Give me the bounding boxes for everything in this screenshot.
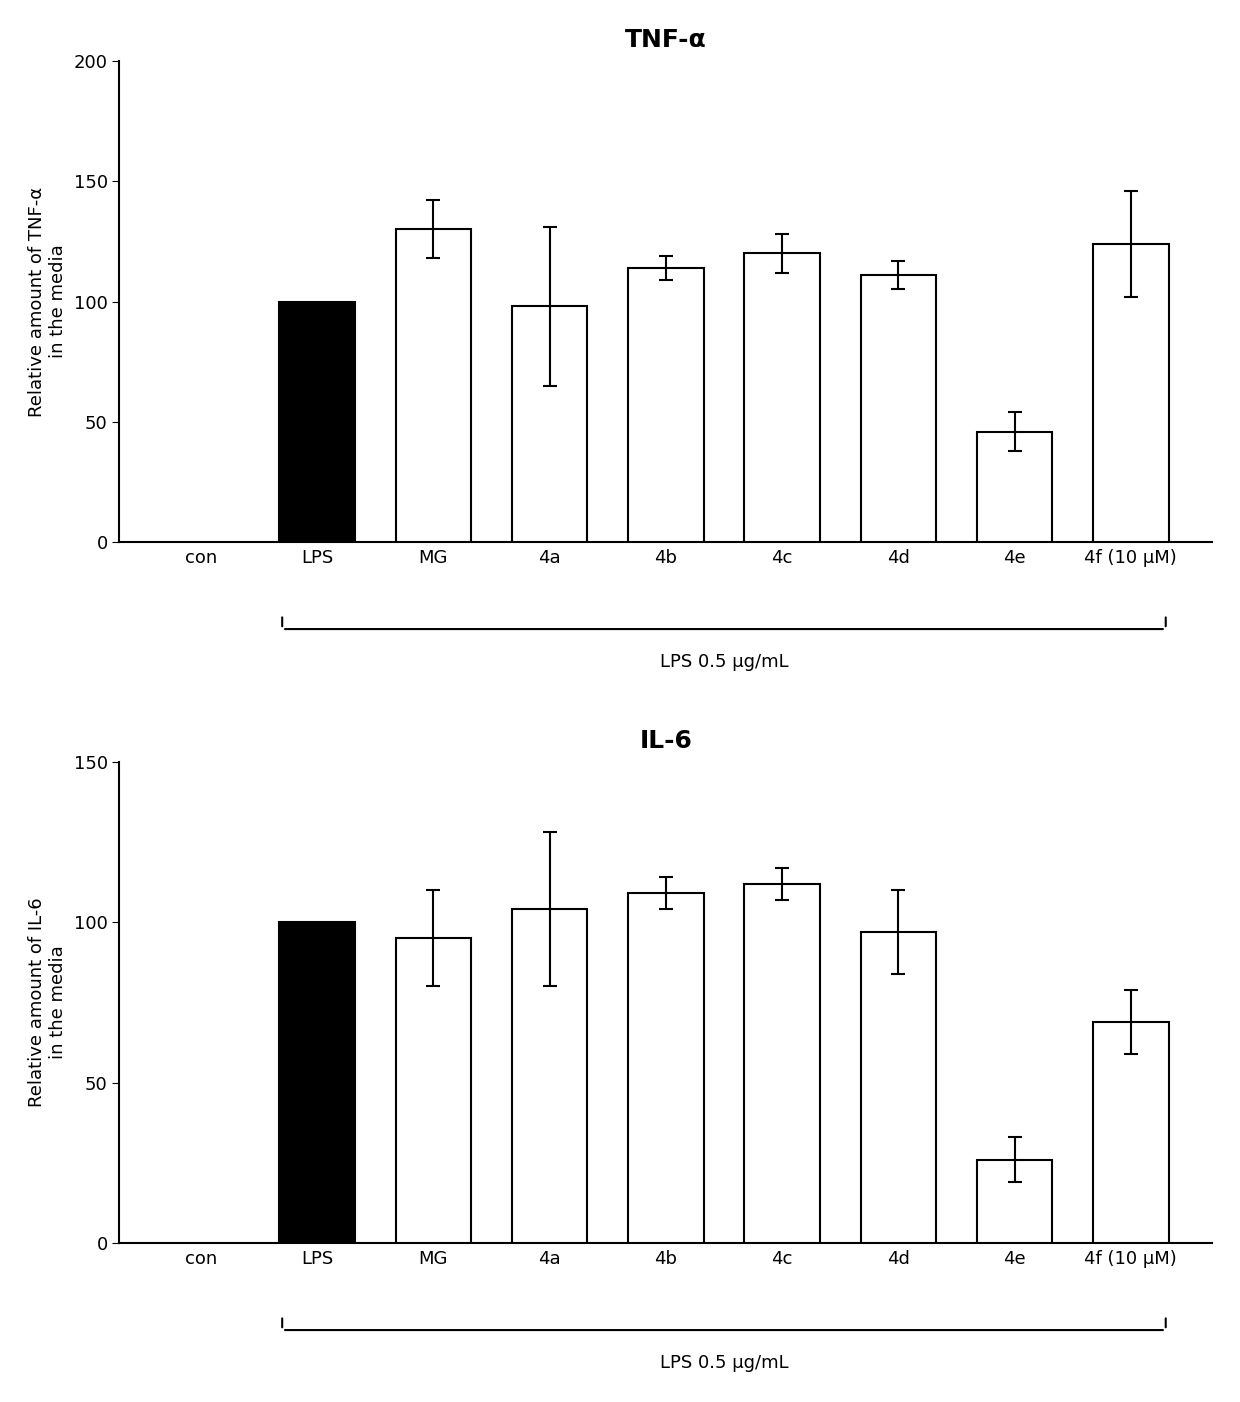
- Bar: [512, 910, 588, 1244]
- Y-axis label: Relative amount of IL-6
in the media: Relative amount of IL-6 in the media: [27, 897, 67, 1108]
- Title: TNF-α: TNF-α: [625, 28, 707, 52]
- Bar: [396, 230, 471, 543]
- Bar: [977, 1159, 1053, 1244]
- Bar: [861, 932, 936, 1244]
- Y-axis label: Relative amount of TNF-α
in the media: Relative amount of TNF-α in the media: [27, 186, 67, 416]
- Bar: [627, 268, 703, 543]
- Bar: [279, 301, 355, 543]
- Title: IL-6: IL-6: [640, 729, 692, 753]
- Bar: [861, 275, 936, 543]
- Bar: [744, 254, 820, 543]
- Bar: [977, 432, 1053, 543]
- Bar: [744, 883, 820, 1244]
- Text: LPS 0.5 μg/mL: LPS 0.5 μg/mL: [660, 653, 789, 672]
- Bar: [279, 923, 355, 1244]
- Bar: [512, 306, 588, 543]
- Bar: [1094, 244, 1168, 543]
- Bar: [396, 938, 471, 1244]
- Text: LPS 0.5 μg/mL: LPS 0.5 μg/mL: [660, 1354, 789, 1373]
- Bar: [1094, 1022, 1168, 1244]
- Bar: [627, 893, 703, 1244]
